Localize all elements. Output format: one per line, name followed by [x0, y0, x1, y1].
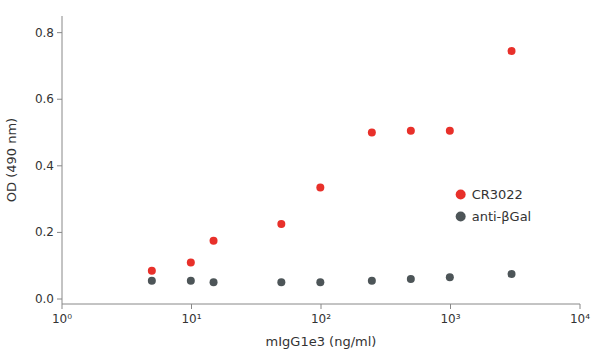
y-axis-line: [62, 16, 63, 304]
legend-marker: [456, 190, 466, 200]
point: [210, 237, 218, 245]
point: [446, 127, 454, 135]
chart: 10⁰ 10¹ 10² 10³ 10⁴ 0.0 0.2 0.4 0.6 0.8 mIgG1e3 (n…: [0, 0, 600, 356]
point: [508, 47, 516, 55]
x-tick-label: 10⁰: [52, 312, 72, 326]
x-tick: [450, 304, 451, 309]
point: [368, 277, 376, 285]
legend-marker: [456, 212, 466, 222]
y-tick-label: 0.4: [35, 159, 54, 173]
y-tick: [57, 32, 62, 33]
x-tick: [321, 304, 322, 309]
x-tick-label: 10⁴: [570, 312, 590, 326]
y-tick-label: 0.8: [35, 26, 54, 40]
x-tick: [580, 304, 581, 309]
y-tick-label: 0.6: [35, 92, 54, 106]
point: [187, 277, 195, 285]
point: [277, 278, 285, 286]
x-tick-label: 10²: [311, 312, 331, 326]
point: [316, 183, 324, 191]
y-tick: [57, 232, 62, 233]
page: {"chart_data": {"type": "scatter", "xlab…: [0, 0, 600, 356]
y-tick-label: 0.2: [35, 225, 54, 239]
plot-area: [148, 47, 516, 286]
x-tick: [62, 304, 63, 309]
x-tick-label: 10¹: [181, 312, 201, 326]
point: [210, 278, 218, 286]
point: [148, 267, 156, 275]
point: [187, 258, 195, 266]
point: [407, 275, 415, 283]
y-tick: [57, 299, 62, 300]
point: [316, 278, 324, 286]
point: [407, 127, 415, 135]
legend-label: CR3022: [472, 187, 523, 202]
y-tick-label: 0.0: [35, 292, 54, 306]
background: [0, 0, 600, 356]
legend-label: anti-βGal: [472, 209, 532, 224]
point: [446, 273, 454, 281]
legend: CR3022 anti-βGal: [456, 187, 532, 224]
point: [368, 129, 376, 137]
point: [508, 270, 516, 278]
x-axis-label: mIgG1e3 (ng/ml): [266, 334, 377, 349]
y-tick: [57, 165, 62, 166]
y-tick: [57, 99, 62, 100]
point: [277, 220, 285, 228]
point: [148, 277, 156, 285]
x-tick-label: 10³: [440, 312, 460, 326]
y-axis-label: OD (490 nm): [4, 118, 19, 202]
x-tick: [191, 304, 192, 309]
